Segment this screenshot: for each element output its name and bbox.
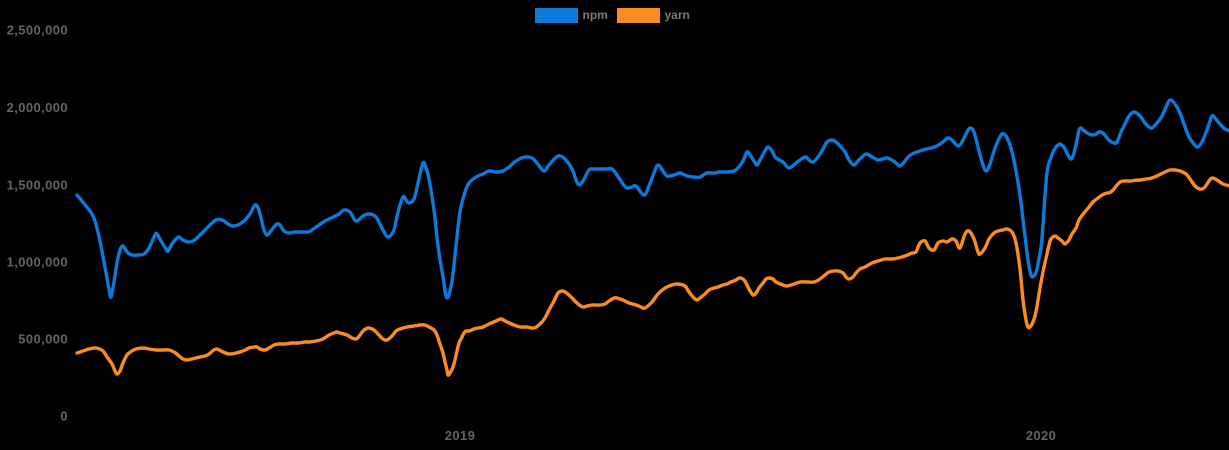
svg-text:2019: 2019 bbox=[445, 428, 476, 443]
svg-text:2,000,000: 2,000,000 bbox=[7, 100, 68, 115]
svg-text:500,000: 500,000 bbox=[18, 332, 68, 347]
svg-text:2,500,000: 2,500,000 bbox=[7, 23, 68, 38]
svg-text:2020: 2020 bbox=[1026, 428, 1057, 443]
svg-text:1,500,000: 1,500,000 bbox=[7, 178, 68, 193]
svg-text:yarn: yarn bbox=[665, 8, 690, 22]
svg-text:0: 0 bbox=[60, 409, 68, 424]
svg-text:1,000,000: 1,000,000 bbox=[7, 255, 68, 270]
svg-text:npm: npm bbox=[583, 8, 608, 22]
